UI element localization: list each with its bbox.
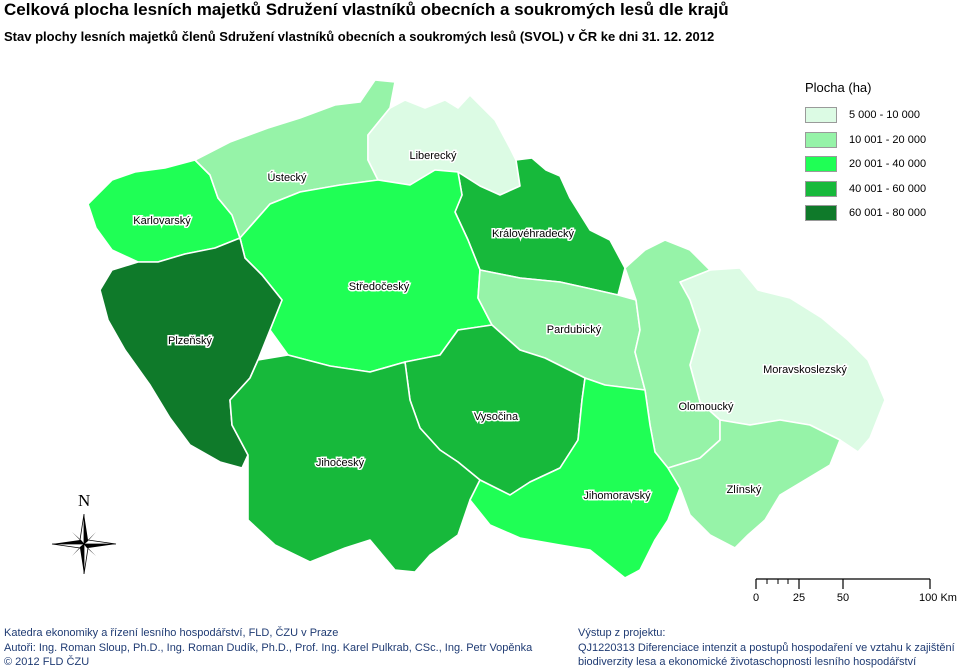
legend-title: Plocha (ha)	[805, 80, 872, 95]
footer-line: QJ1220313 Diferenciace intenzit a postup…	[578, 641, 955, 654]
label-stredocesky: Středočeský	[349, 281, 410, 293]
label-kralovehradecky: Královéhradecký	[492, 228, 574, 240]
scale-bar: 0 25 50 100 Km	[753, 578, 957, 604]
legend-label: 40 001 - 60 000	[849, 182, 927, 195]
footer-line: © 2012 FLD ČZU	[4, 656, 90, 668]
label-plzensky: Plzeňský	[168, 335, 213, 347]
region-jihocesky[interactable]	[229, 354, 481, 573]
footer-credits: Katedra ekonomiky a řízení lesního hospo…	[4, 626, 532, 670]
label-olomoucky: Olomoucký	[678, 401, 734, 413]
label-zlinsky: Zlínský	[727, 484, 762, 496]
legend: Plocha (ha) 5 000 - 10 000 10 001 - 20 0…	[805, 80, 926, 226]
scale-tick-25: 25	[793, 592, 805, 604]
footer-line: Výstup z projektu:	[578, 627, 666, 639]
label-liberecky: Liberecký	[409, 150, 457, 162]
footer-line: Katedra ekonomiky a řízení lesního hospo…	[4, 627, 339, 639]
regions-layer	[87, 79, 886, 579]
label-pardubicky: Pardubický	[547, 324, 602, 336]
legend-label: 20 001 - 40 000	[849, 158, 927, 171]
legend-swatch	[805, 205, 837, 222]
legend-swatch	[805, 131, 837, 148]
page-title: Celková plocha lesních majetků Sdružení …	[4, 0, 729, 19]
legend-label: 60 001 - 80 000	[849, 207, 927, 220]
legend-swatch	[805, 180, 837, 197]
scale-tick-0: 0	[753, 592, 759, 604]
region-zlinsky[interactable]	[667, 419, 841, 549]
legend-item: 5 000 - 10 000	[805, 103, 926, 128]
legend-label: 10 001 - 20 000	[849, 133, 927, 146]
label-karlovarsky: Karlovarský	[133, 215, 191, 227]
page-subtitle: Stav plochy lesních majetků členů Sdruže…	[4, 29, 715, 44]
scale-tick-50: 50	[837, 592, 849, 604]
scale-tick-100: 100 Km	[919, 592, 957, 604]
legend-label: 5 000 - 10 000	[849, 109, 920, 122]
label-jihomoravsky: Jihomoravský	[583, 490, 651, 502]
legend-swatch	[805, 107, 837, 124]
legend-item: 40 001 - 60 000	[805, 177, 926, 202]
legend-item: 20 001 - 40 000	[805, 152, 926, 177]
north-label: N	[78, 491, 91, 510]
legend-swatch	[805, 156, 837, 173]
footer-line: biodiverzity lesa a ekonomické životasch…	[578, 656, 917, 668]
region-jihomoravsky[interactable]	[469, 377, 681, 579]
legend-item: 10 001 - 20 000	[805, 128, 926, 153]
label-vysocina: Vysočina	[474, 411, 519, 423]
legend-item: 60 001 - 80 000	[805, 201, 926, 226]
label-ustecky: Ústecký	[267, 171, 307, 184]
label-moravskoslezsky: Moravskoslezský	[763, 364, 847, 376]
footer-line: Autoři: Ing. Roman Sloup, Ph.D., Ing. Ro…	[4, 641, 533, 654]
label-jihocesky: Jihočeský	[316, 457, 365, 469]
region-labels: Karlovarský Ústecký Liberecký Královéhra…	[132, 149, 849, 504]
compass-rose-icon	[51, 513, 117, 575]
footer-project: Výstup z projektu: QJ1220313 Diferenciac…	[578, 626, 955, 670]
